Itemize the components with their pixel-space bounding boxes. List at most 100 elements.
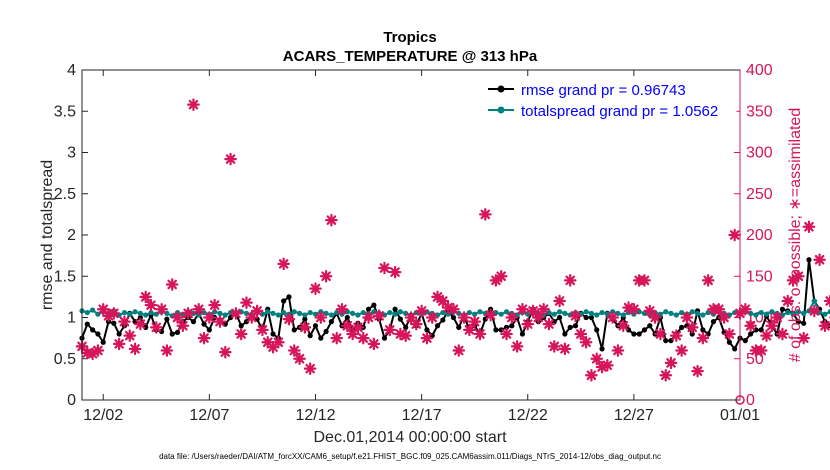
obs-assimilated-point — [696, 331, 710, 345]
obs-assimilated-point — [547, 340, 561, 353]
obs-assimilated-point-stroke — [178, 320, 188, 331]
obs-assimilated-point-stroke — [353, 322, 363, 333]
obs-assimilated-point — [569, 309, 582, 323]
y-tick-label-right: 350 — [746, 103, 773, 120]
obs-assimilated-point-stroke — [130, 344, 140, 354]
totalspread-point — [673, 312, 679, 318]
rmse-point — [344, 314, 350, 321]
rmse-point — [679, 324, 685, 330]
totalspread-point — [790, 311, 796, 317]
obs-assimilated-point-stroke — [369, 339, 379, 349]
obs-assimilated-point — [293, 352, 306, 366]
obs-assimilated-point-stroke — [512, 341, 522, 352]
obs-assimilated-point-stroke — [602, 360, 613, 371]
obs-assimilated-point — [187, 98, 200, 111]
rmse-point — [647, 323, 653, 329]
totalspread-point — [477, 309, 483, 315]
obs-assimilated-point — [330, 331, 344, 345]
obs-assimilated-point — [171, 311, 184, 324]
obs-assimilated-point — [802, 220, 816, 234]
obs-assimilated-point-stroke — [767, 320, 777, 331]
obs-assimilated-point-stroke — [199, 333, 209, 343]
totalspread-point — [328, 312, 335, 318]
obs-assimilated-point-stroke — [162, 345, 172, 356]
obs-assimilated-point — [420, 331, 434, 345]
obs-assimilated-point — [685, 321, 699, 334]
obs-assimilated-point — [256, 323, 269, 337]
obs-assimilated-point — [606, 311, 619, 324]
obs-assimilated-point — [510, 340, 524, 353]
obs-assimilated-point — [574, 327, 588, 341]
obs-assimilated-point — [590, 352, 604, 366]
obs-assimilated-point-stroke — [448, 304, 459, 315]
totalspread-point — [753, 312, 759, 318]
legend-marker-rmse — [497, 85, 505, 93]
totalspread-point — [296, 310, 303, 316]
obs-assimilated-point-stroke — [517, 304, 528, 315]
obs-assimilated-point — [728, 228, 741, 242]
obs-assimilated-point — [425, 311, 439, 324]
obs-assimilated-point — [415, 304, 428, 318]
totalspread-point — [700, 312, 706, 318]
obs-assimilated-point — [579, 335, 593, 349]
obs-assimilated-point-stroke — [618, 320, 629, 331]
obs-assimilated-point — [627, 302, 641, 316]
y-tick-label-right: 400 — [746, 62, 773, 79]
obs-assimilated-point — [823, 294, 830, 308]
obs-assimilated-point-stroke — [273, 337, 284, 348]
x-axis-label: Dec.01,2014 00:00:00 start — [313, 429, 507, 446]
totalspread-point — [270, 310, 276, 316]
obs-assimilated-point-stroke — [549, 341, 560, 352]
obs-assimilated-point — [112, 337, 126, 351]
obs-assimilated-point — [680, 311, 694, 324]
obs-assimilated-point — [203, 311, 216, 324]
rmse-point — [556, 314, 563, 321]
obs-assimilated-point — [356, 331, 370, 345]
obs-assimilated-point-stroke — [124, 330, 135, 341]
obs-assimilated-point-stroke — [459, 312, 469, 323]
obs-assimilated-point — [643, 304, 657, 318]
totalspread-point — [663, 309, 669, 315]
obs-assimilated-point-stroke — [501, 329, 512, 339]
rmse-point — [174, 329, 181, 335]
rmse-point — [206, 327, 212, 333]
obs-assimilated-point-stroke — [326, 215, 337, 225]
totalspread-point — [355, 312, 361, 318]
totalspread-point — [132, 309, 138, 315]
obs-assimilated-point-stroke — [740, 304, 751, 315]
obs-assimilated-point — [362, 311, 375, 324]
y-tick-label-right: 0 — [746, 392, 755, 409]
obs-assimilated-point-stroke — [135, 319, 146, 329]
x-tick-label: 12/12 — [295, 407, 335, 424]
obs-assimilated-point — [234, 327, 248, 341]
obs-assimilated-point-stroke — [284, 314, 294, 324]
obs-assimilated-point — [473, 327, 487, 341]
rmse-point — [503, 324, 510, 330]
obs-assimilated-point-stroke — [241, 297, 252, 308]
obs-assimilated-point-stroke — [390, 267, 400, 277]
x-tick-label: 12/27 — [614, 407, 654, 424]
totalspread-point — [620, 312, 626, 318]
obs-assimilated-point-stroke — [645, 306, 655, 316]
obs-assimilated-point-stroke — [560, 344, 570, 354]
obs-assimilated-point-stroke — [342, 320, 353, 331]
y-tick-label: 3.5 — [54, 103, 76, 120]
obs-assimilated-point-stroke — [363, 312, 374, 323]
obs-assimilated-point-stroke — [204, 312, 215, 323]
legend-label-rmse: rmse grand pr = 0.96743 — [521, 82, 686, 99]
rmse-point — [434, 323, 441, 329]
totalspread-point — [556, 309, 563, 315]
obs-assimilated-point-stroke — [119, 316, 130, 327]
totalspread-point — [599, 309, 605, 316]
totalspread-point — [137, 310, 143, 316]
obs-assimilated-point — [452, 344, 466, 357]
totalspread-point — [551, 311, 557, 317]
totalspread-point — [801, 310, 807, 316]
totalspread-point — [822, 311, 828, 317]
obs-assimilated-point — [563, 274, 577, 287]
rmse-point — [424, 327, 430, 333]
obs-assimilated-point — [463, 323, 476, 337]
obs-assimilated-point-stroke — [257, 325, 268, 335]
rmse-point — [689, 331, 695, 337]
obs-assimilated-point — [542, 317, 556, 331]
